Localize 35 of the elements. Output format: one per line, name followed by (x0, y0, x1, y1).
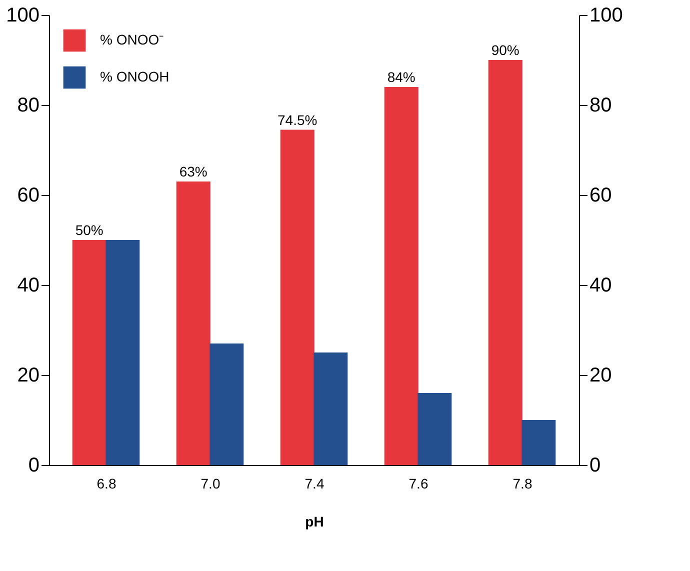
x-tick-label: 7.8 (512, 476, 532, 492)
x-tick-label: 6.8 (96, 476, 116, 492)
data-label: 90% (491, 42, 520, 58)
y-tick-label: 40 (17, 274, 40, 296)
bar (72, 240, 106, 465)
y-tick-label: 80 (17, 94, 40, 116)
y2-tick-label: 80 (590, 94, 612, 116)
bar (106, 240, 140, 465)
bar (522, 420, 556, 465)
y2-tick-label: 100 (590, 4, 623, 26)
y-tick-label: 0 (28, 454, 40, 476)
y-tick-label: 20 (17, 364, 40, 386)
bar (176, 182, 210, 465)
data-label: 50% (75, 222, 104, 238)
y2-tick-label: 60 (590, 184, 612, 206)
legend-label: % ONOOH (100, 68, 170, 84)
bar (384, 87, 418, 465)
legend-label: % ONOO⁻ (100, 32, 164, 48)
bar (210, 344, 244, 465)
x-tick-label: 7.4 (304, 476, 324, 492)
y-tick-label: 100 (6, 4, 40, 26)
data-label: 63% (179, 164, 208, 180)
x-axis-title: pH (305, 514, 324, 530)
bar (280, 130, 314, 465)
x-tick-label: 7.0 (200, 476, 220, 492)
bar (418, 393, 452, 465)
bar (488, 60, 522, 465)
x-tick-label: 7.6 (408, 476, 428, 492)
y2-tick-label: 0 (590, 454, 601, 476)
bar (314, 352, 348, 465)
data-label: 74.5% (278, 112, 318, 128)
data-label: 84% (387, 69, 416, 85)
y-tick-label: 60 (17, 184, 40, 206)
y2-tick-label: 40 (590, 274, 612, 296)
y2-tick-label: 20 (590, 364, 612, 386)
